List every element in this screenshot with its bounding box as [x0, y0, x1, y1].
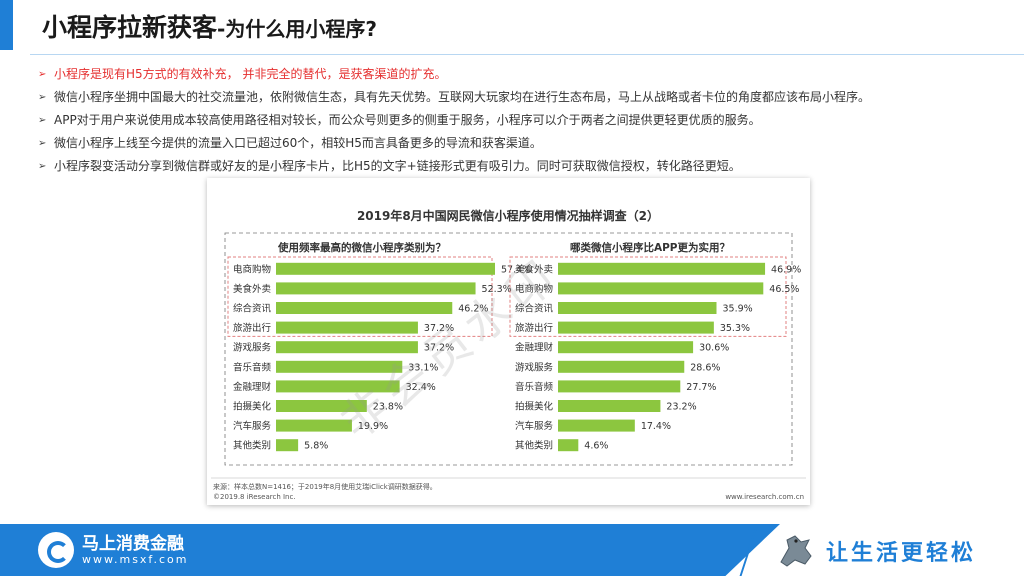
- msxf-logo-icon: [38, 532, 74, 568]
- category-label: 音乐音频: [515, 381, 554, 393]
- data-label: 37.2%: [424, 323, 454, 334]
- bar: [558, 321, 714, 334]
- data-label: 46.5%: [769, 284, 799, 295]
- category-label: 其他类别: [515, 440, 553, 452]
- category-label: 拍摄美化: [515, 401, 554, 413]
- footer-blue-panel: [0, 524, 780, 576]
- data-label: 52.3%: [482, 284, 512, 295]
- category-label: 游戏服务: [515, 361, 554, 373]
- category-label: 旅游出行: [515, 322, 554, 334]
- arrow-bullet-icon: ➢: [38, 69, 47, 80]
- bullet-item: ➢ 微信小程序坐拥中国最大的社交流量池，依附微信生态，具有先天优势。互联网大玩家均…: [38, 86, 998, 109]
- bullet-text: 小程序是现有H5方式的有效补充， 并非完全的替代，是获客渠道的扩充。: [54, 67, 447, 81]
- top-categories-highlight-box: [509, 256, 787, 337]
- bar: [558, 439, 579, 452]
- bar: [558, 400, 661, 412]
- bar: [276, 282, 476, 295]
- category-label: 金融理财: [515, 342, 554, 354]
- bar: [276, 262, 495, 275]
- chart-panel-title: 使用频率最高的微信小程序类别为？: [277, 241, 446, 254]
- data-label: 32.4%: [406, 382, 436, 393]
- bar: [558, 341, 694, 354]
- data-label: 46.9%: [771, 264, 801, 275]
- category-label: 汽车服务: [233, 420, 272, 432]
- page-title-sub: -为什么用小程序?: [217, 17, 377, 41]
- chart-card: 2019年8月中国网民微信小程序使用情况抽样调查（2） 使用频率最高的微信小程序类…: [207, 178, 810, 505]
- arrow-bullet-icon: ➢: [38, 115, 47, 126]
- bar: [276, 380, 400, 393]
- bar: [558, 419, 635, 432]
- bar: [558, 282, 764, 295]
- data-label: 46.2%: [458, 304, 488, 315]
- bar: [276, 302, 453, 314]
- footer-banner: 马上消费金融 www.msxf.com 让生活更轻松: [0, 524, 1024, 576]
- top-categories-highlight-box: [227, 256, 493, 337]
- category-label: 电商购物: [515, 283, 554, 295]
- arrow-bullet-icon: ➢: [38, 161, 47, 172]
- bar: [276, 400, 367, 412]
- arrow-bullet-icon: ➢: [38, 138, 47, 149]
- brand-name: 马上消费金融: [82, 534, 184, 554]
- data-label: 23.8%: [373, 402, 403, 413]
- bullet-text: APP对于用户来说使用成本较高使用路径相对较长，而公众号则更多的侧重于服务，小程…: [54, 113, 761, 127]
- category-label: 旅游出行: [233, 322, 272, 334]
- bullet-text: 微信小程序上线至今提供的流量入口已超过60个，相较H5而言具备更多的导流和获客渠…: [54, 136, 542, 150]
- bar: [276, 439, 299, 452]
- data-label: 27.7%: [686, 382, 716, 393]
- category-label: 拍摄美化: [233, 401, 272, 413]
- page-title: 小程序拉新获客-为什么用小程序?: [42, 8, 377, 44]
- bar: [276, 360, 403, 373]
- bullet-item: ➢ 微信小程序上线至今提供的流量入口已超过60个，相较H5而言具备更多的导流和获客…: [38, 132, 998, 155]
- category-label: 其他类别: [233, 440, 271, 452]
- data-label: 35.3%: [720, 323, 750, 334]
- bullet-list: ➢ 小程序是现有H5方式的有效补充， 并非完全的替代，是获客渠道的扩充。 ➢ 微信小…: [38, 63, 998, 178]
- data-label: 28.6%: [690, 362, 720, 373]
- category-label: 游戏服务: [233, 342, 272, 354]
- category-label: 美食外卖: [515, 263, 553, 275]
- category-label: 金融理财: [233, 381, 272, 393]
- title-accent-bar: [0, 0, 13, 50]
- category-label: 音乐音频: [233, 361, 272, 373]
- chart-site-url: www.iresearch.com.cn: [725, 493, 804, 501]
- category-label: 美食外卖: [233, 283, 271, 295]
- bullet-item: ➢ APP对于用户来说使用成本较高使用路径相对较长，而公众号则更多的侧重于服务，小…: [38, 109, 998, 132]
- data-label: 5.8%: [304, 441, 328, 452]
- data-label: 17.4%: [641, 421, 671, 432]
- page-title-main: 小程序拉新获客: [42, 13, 218, 42]
- survey-chart: 2019年8月中国网民微信小程序使用情况抽样调查（2） 使用频率最高的微信小程序类…: [211, 208, 806, 501]
- slogan: 让生活更轻松: [826, 540, 977, 566]
- bar: [276, 419, 352, 432]
- data-label: 23.2%: [666, 402, 696, 413]
- bar: [558, 380, 681, 393]
- data-label: 35.9%: [722, 304, 752, 315]
- category-label: 汽车服务: [515, 420, 554, 432]
- data-label: 30.6%: [699, 343, 729, 354]
- bullet-text: 小程序裂变活动分享到微信群或好友的是小程序卡片，比H5的文字+链接形式更有吸引力…: [54, 159, 741, 173]
- bar: [558, 302, 717, 314]
- arrow-bullet-icon: ➢: [38, 92, 47, 103]
- chart-outer-frame: [224, 232, 793, 466]
- data-label: 33.1%: [408, 362, 438, 373]
- bullet-item: ➢ 小程序是现有H5方式的有效补充， 并非完全的替代，是获客渠道的扩充。: [38, 63, 998, 86]
- bullet-item: ➢ 小程序裂变活动分享到微信群或好友的是小程序卡片，比H5的文字+链接形式更有吸引…: [38, 155, 998, 178]
- category-label: 综合资讯: [515, 303, 554, 315]
- bullet-text: 微信小程序坐拥中国最大的社交流量池，依附微信生态，具有先天优势。互联网大玩家均在…: [54, 90, 871, 104]
- horse-mascot-icon: [780, 535, 812, 567]
- bar: [558, 360, 685, 373]
- chart-copyright: ©2019.8 iResearch Inc.: [213, 493, 296, 501]
- category-label: 电商购物: [233, 263, 272, 275]
- chart-panel-title: 哪类微信小程序比APP更为实用？: [570, 241, 730, 254]
- bar: [558, 262, 766, 275]
- bar: [276, 321, 418, 334]
- category-label: 综合资讯: [233, 303, 272, 315]
- data-label: 57.4%: [501, 264, 531, 275]
- brand-url: www.msxf.com: [82, 553, 189, 566]
- data-label: 37.2%: [424, 343, 454, 354]
- chart-figure-title: 2019年8月中国网民微信小程序使用情况抽样调查（2）: [357, 208, 659, 223]
- data-label: 19.9%: [358, 421, 388, 432]
- title-divider: [30, 54, 1024, 55]
- data-label: 4.6%: [584, 441, 608, 452]
- chart-source-note: 来源：样本总数N=1416；于2019年8月使用艾瑞iClick调研数据获得。: [213, 482, 437, 491]
- bar: [276, 341, 418, 354]
